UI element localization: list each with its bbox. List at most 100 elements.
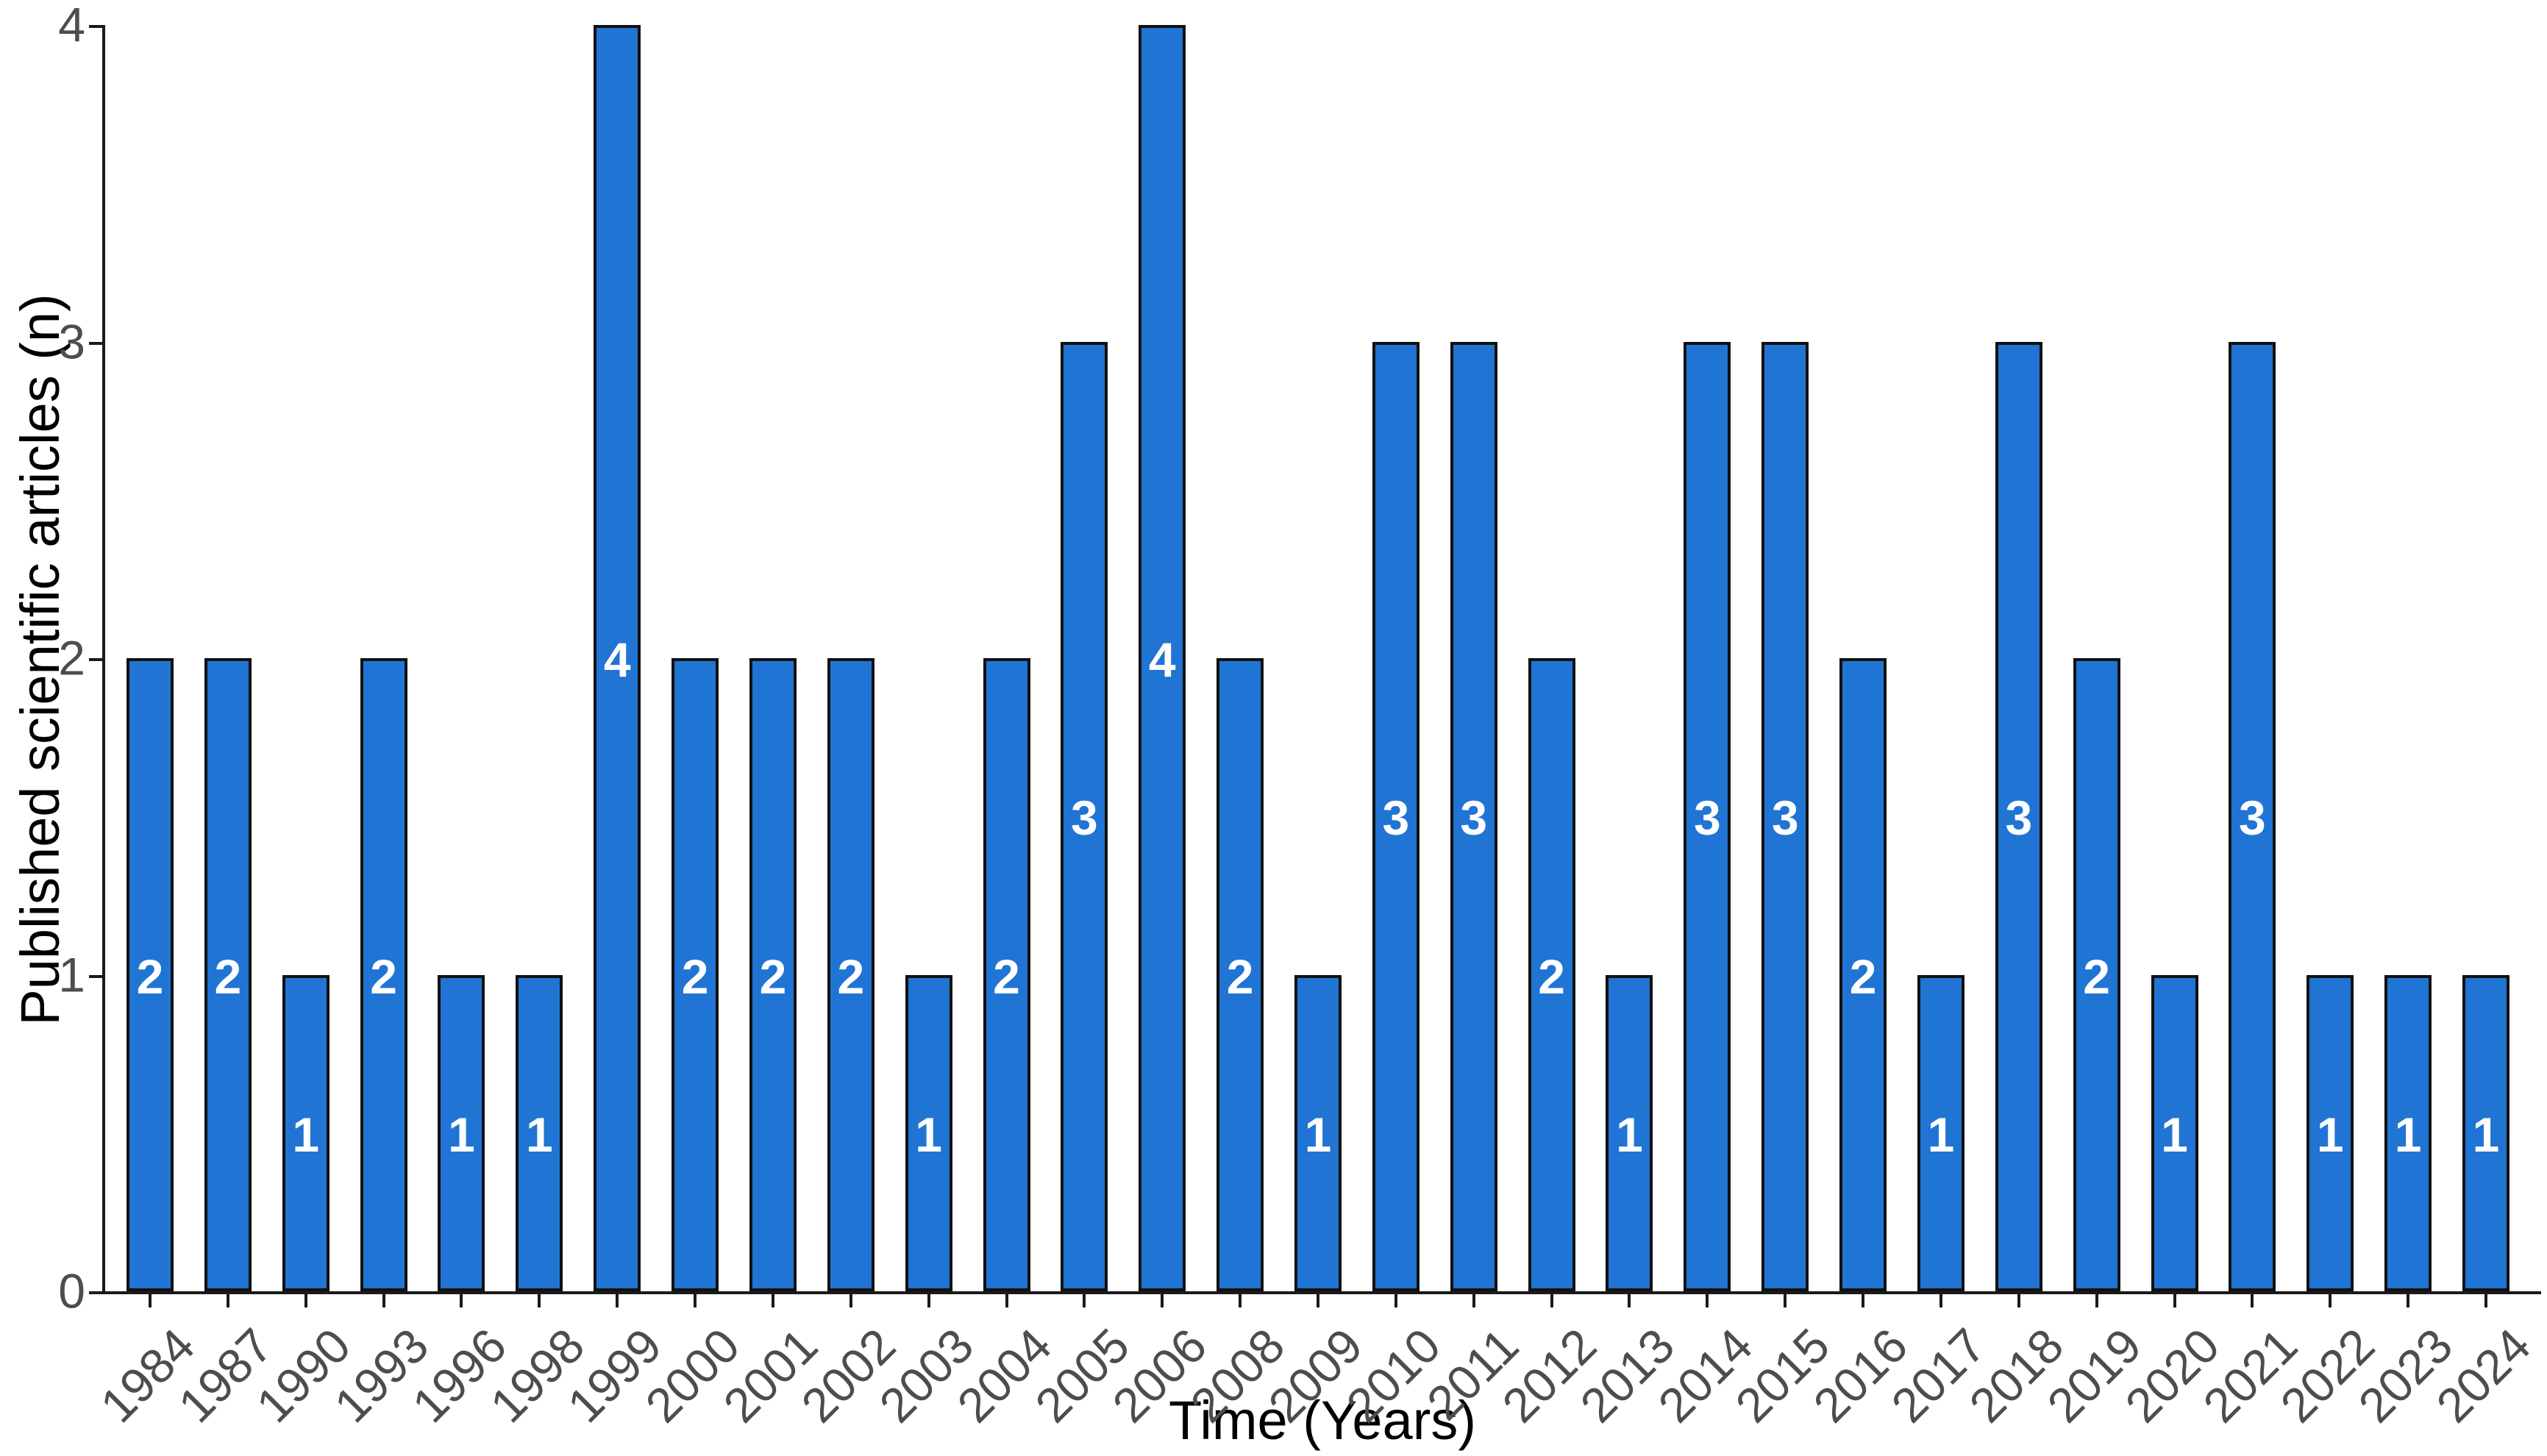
bar [672,658,719,1291]
x-tick [2407,1294,2410,1307]
bar [1995,341,2042,1291]
bar-value-label: 2 [681,949,709,1004]
bar [983,658,1030,1291]
y-tick [89,658,102,661]
bar-value-label: 3 [2005,791,2033,846]
bar-value-label: 1 [1927,1107,1955,1162]
bar [1917,974,1964,1291]
bar-value-label: 2 [993,949,1020,1004]
bar [1528,658,1575,1291]
bar [438,974,485,1291]
bar-value-label: 1 [2394,1107,2422,1162]
bar-value-label: 1 [1616,1107,1643,1162]
bar [905,974,952,1291]
x-tick [460,1294,463,1307]
y-tick [89,974,102,978]
x-tick [1706,1294,1709,1307]
bar [1450,341,1497,1291]
y-tick-label: 0 [58,1263,85,1318]
bar [2073,658,2120,1291]
y-tick [89,1291,102,1294]
bar-value-label: 1 [448,1107,475,1162]
x-axis-title: Time (Years) [1168,1390,1477,1451]
x-tick [1939,1294,1942,1307]
bar [2384,974,2432,1291]
bar-value-label: 3 [1382,791,1410,846]
x-tick [1550,1294,1553,1307]
x-tick [2017,1294,2020,1307]
x-tick [849,1294,852,1307]
bar-value-label: 3 [1771,791,1799,846]
bar [827,658,874,1291]
x-tick [1083,1294,1086,1307]
bar-value-label: 2 [1538,949,1565,1004]
x-tick [1005,1294,1008,1307]
bar-value-label: 1 [2472,1107,2500,1162]
bar [1139,25,1186,1291]
x-tick [2095,1294,2098,1307]
bar [2229,341,2276,1291]
bar [2151,974,2198,1291]
x-tick [1472,1294,1475,1307]
y-tick-label: 2 [58,630,85,685]
bar-value-label: 1 [915,1107,943,1162]
bar [1839,658,1887,1291]
x-tick [616,1294,619,1307]
bar-value-label: 3 [1460,791,1488,846]
bar [204,658,252,1291]
y-tick-label: 3 [58,313,85,368]
bar [594,25,641,1291]
y-tick-label: 4 [58,0,85,52]
bar-value-label: 2 [2083,949,2111,1004]
bar [1761,341,1809,1291]
x-tick [1317,1294,1319,1307]
y-axis-line [102,25,105,1294]
bar [749,658,797,1291]
bar [1372,341,1419,1291]
bar [1294,974,1342,1291]
bar-value-label: 1 [292,1107,320,1162]
bar [1061,341,1108,1291]
x-axis-line [102,1291,2541,1294]
x-tick [382,1294,385,1307]
x-tick [2329,1294,2332,1307]
bar-value-label: 1 [2316,1107,2344,1162]
x-tick-label: 2024 [2426,1318,2541,1433]
bar-value-label: 3 [1071,791,1098,846]
bar-value-label: 4 [603,632,631,687]
x-tick [1784,1294,1787,1307]
bar-value-label: 1 [525,1107,553,1162]
bar-value-label: 2 [759,949,787,1004]
x-tick [1394,1294,1397,1307]
y-tick [89,341,102,345]
x-tick [1161,1294,1164,1307]
x-tick [1239,1294,1242,1307]
bar [516,974,563,1291]
bar [282,974,329,1291]
x-tick [149,1294,152,1307]
bar-value-label: 2 [214,949,242,1004]
bar [127,658,174,1291]
bar-value-label: 2 [370,949,397,1004]
bar-value-label: 4 [1148,632,1176,687]
bar-value-label: 2 [136,949,164,1004]
x-tick [304,1294,307,1307]
x-tick [2484,1294,2487,1307]
bar [1216,658,1264,1291]
x-tick [1862,1294,1865,1307]
bar-value-label: 2 [837,949,865,1004]
bar-value-label: 2 [1849,949,1877,1004]
bar-value-label: 3 [2239,791,2266,846]
x-tick [927,1294,930,1307]
x-tick [538,1294,541,1307]
bar [2462,974,2509,1291]
y-tick-label: 1 [58,946,85,1002]
bar-value-label: 1 [2161,1107,2188,1162]
bar-value-label: 3 [1693,791,1721,846]
x-tick [771,1294,774,1307]
x-tick [2251,1294,2254,1307]
x-tick [226,1294,229,1307]
bar [2306,974,2354,1291]
x-tick [694,1294,697,1307]
